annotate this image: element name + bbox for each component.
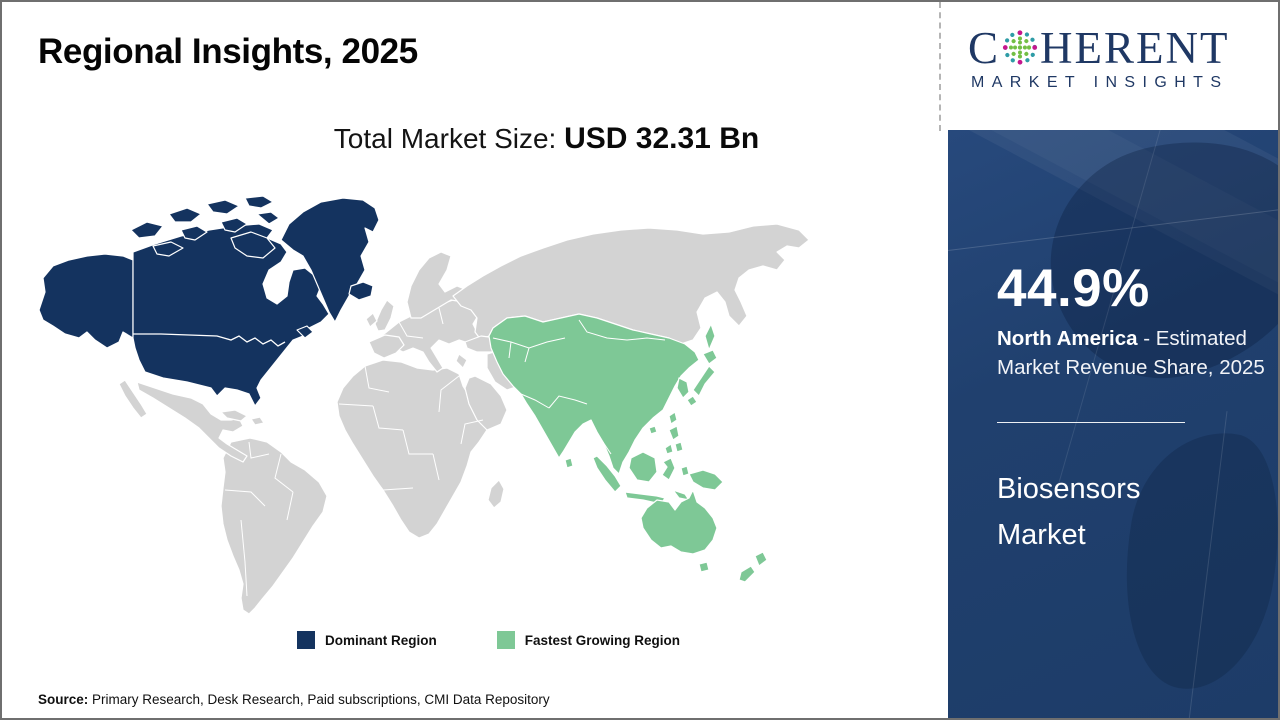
coherent-market-insights-logo: C HERENT MARKET INSIGHTS — [968, 26, 1268, 92]
land-newfoundland — [296, 325, 314, 339]
land-greece — [455, 353, 468, 369]
market-share-value: 44.9% — [997, 259, 1150, 318]
land-ireland — [365, 312, 378, 328]
map-region-asia-pacific — [488, 313, 768, 583]
land-japan — [686, 349, 718, 407]
legend-item-dominant: Dominant Region — [296, 631, 437, 649]
fastest-region-swatch — [496, 631, 515, 649]
land-uk — [374, 299, 395, 332]
map-region-north-america — [38, 195, 380, 407]
land-baja-california — [118, 379, 148, 419]
land-africa — [336, 359, 488, 539]
panel-divider-line — [997, 422, 1185, 423]
land-mexico-central-america — [136, 381, 248, 463]
land-scandinavia — [406, 251, 468, 319]
land-philippines — [664, 425, 684, 455]
land-new-guinea — [688, 469, 724, 491]
land-asia-mainland — [488, 313, 700, 475]
land-australia — [640, 489, 718, 555]
dashed-separator — [939, 2, 941, 131]
source-label: Source: — [38, 692, 89, 707]
land-madagascar — [487, 479, 505, 509]
source-text: Primary Research, Desk Research, Paid su… — [88, 692, 550, 707]
land-hainan — [648, 425, 658, 435]
logo-wordmark: C HERENT — [968, 26, 1268, 71]
dominant-region-swatch — [296, 631, 315, 649]
map-borders-other — [224, 307, 484, 597]
world-map — [35, 190, 835, 620]
land-sakhalin — [704, 323, 716, 351]
land-canada-usa — [132, 223, 330, 407]
source-line: Source: Primary Research, Desk Research,… — [38, 692, 550, 707]
land-new-zealand — [738, 551, 768, 583]
market-share-region: North America — [997, 327, 1138, 350]
logo-letter-c: C — [968, 23, 1001, 73]
dominant-region-label: Dominant Region — [324, 632, 437, 648]
land-hispaniola — [250, 416, 265, 426]
map-borders-north-america — [133, 333, 286, 347]
total-market-size-value: USD 32.31 Bn — [564, 122, 760, 155]
land-sri-lanka — [564, 457, 574, 469]
total-market-size: Total Market Size: USD 32.31 Bn — [2, 122, 941, 156]
land-korea — [676, 377, 690, 399]
fastest-region-label: Fastest Growing Region — [524, 632, 680, 648]
land-iceland — [348, 281, 374, 301]
map-borders-asia-pacific — [492, 319, 666, 455]
stats-sidebar: 44.9% North America - Estimated Market R… — [948, 130, 1278, 718]
land-iberia — [368, 334, 405, 359]
logo-word-herent: HERENT — [1040, 23, 1230, 73]
logo-dotted-o-icon — [1002, 29, 1038, 65]
logo-tagline: MARKET INSIGHTS — [971, 74, 1229, 91]
panel-texture-map-silhouette — [1104, 418, 1278, 702]
market-share-rest: - Estimated Market Revenue Share, 2025 — [997, 327, 1265, 379]
map-legend: Dominant Region Fastest Growing Region — [2, 631, 941, 649]
land-greenland — [280, 197, 380, 323]
land-moluccas — [672, 465, 690, 501]
land-alaska — [38, 253, 134, 349]
land-sumatra — [592, 455, 622, 493]
land-cuba — [220, 409, 248, 422]
land-borneo — [628, 451, 658, 483]
page-title: Regional Insights, 2025 — [38, 32, 418, 71]
land-arctic-islands — [130, 195, 280, 259]
land-south-america — [220, 437, 328, 615]
land-taiwan — [668, 411, 678, 425]
land-tasmania — [698, 561, 710, 573]
land-arabia — [464, 375, 508, 431]
land-sulawesi — [661, 457, 676, 481]
total-market-size-label: Total Market Size: — [333, 123, 565, 154]
world-map-svg — [38, 195, 810, 615]
us-canada-border — [133, 333, 286, 347]
market-share-description: North America - Estimated Market Revenue… — [997, 324, 1273, 382]
market-name: Biosensors Market — [997, 473, 1141, 551]
legend-item-fastest: Fastest Growing Region — [496, 631, 680, 649]
